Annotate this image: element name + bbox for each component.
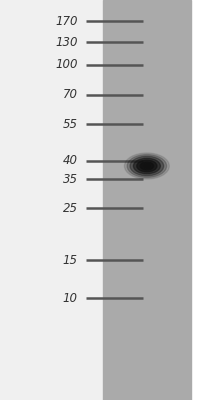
- Text: 130: 130: [55, 36, 78, 48]
- Text: 10: 10: [62, 292, 78, 304]
- Text: 100: 100: [55, 58, 78, 71]
- Text: 25: 25: [62, 202, 78, 214]
- Ellipse shape: [130, 156, 164, 176]
- Text: 70: 70: [62, 88, 78, 101]
- Ellipse shape: [140, 162, 154, 170]
- Text: 15: 15: [62, 254, 78, 266]
- Text: 40: 40: [62, 154, 78, 167]
- Ellipse shape: [124, 153, 169, 179]
- Ellipse shape: [127, 154, 167, 178]
- Ellipse shape: [143, 164, 150, 168]
- Text: 55: 55: [62, 118, 78, 130]
- Text: 170: 170: [55, 15, 78, 28]
- Text: 35: 35: [62, 173, 78, 186]
- Ellipse shape: [137, 160, 157, 172]
- Bar: [103, 0, 191, 400]
- Ellipse shape: [133, 158, 160, 174]
- Bar: [0, 0, 103, 400]
